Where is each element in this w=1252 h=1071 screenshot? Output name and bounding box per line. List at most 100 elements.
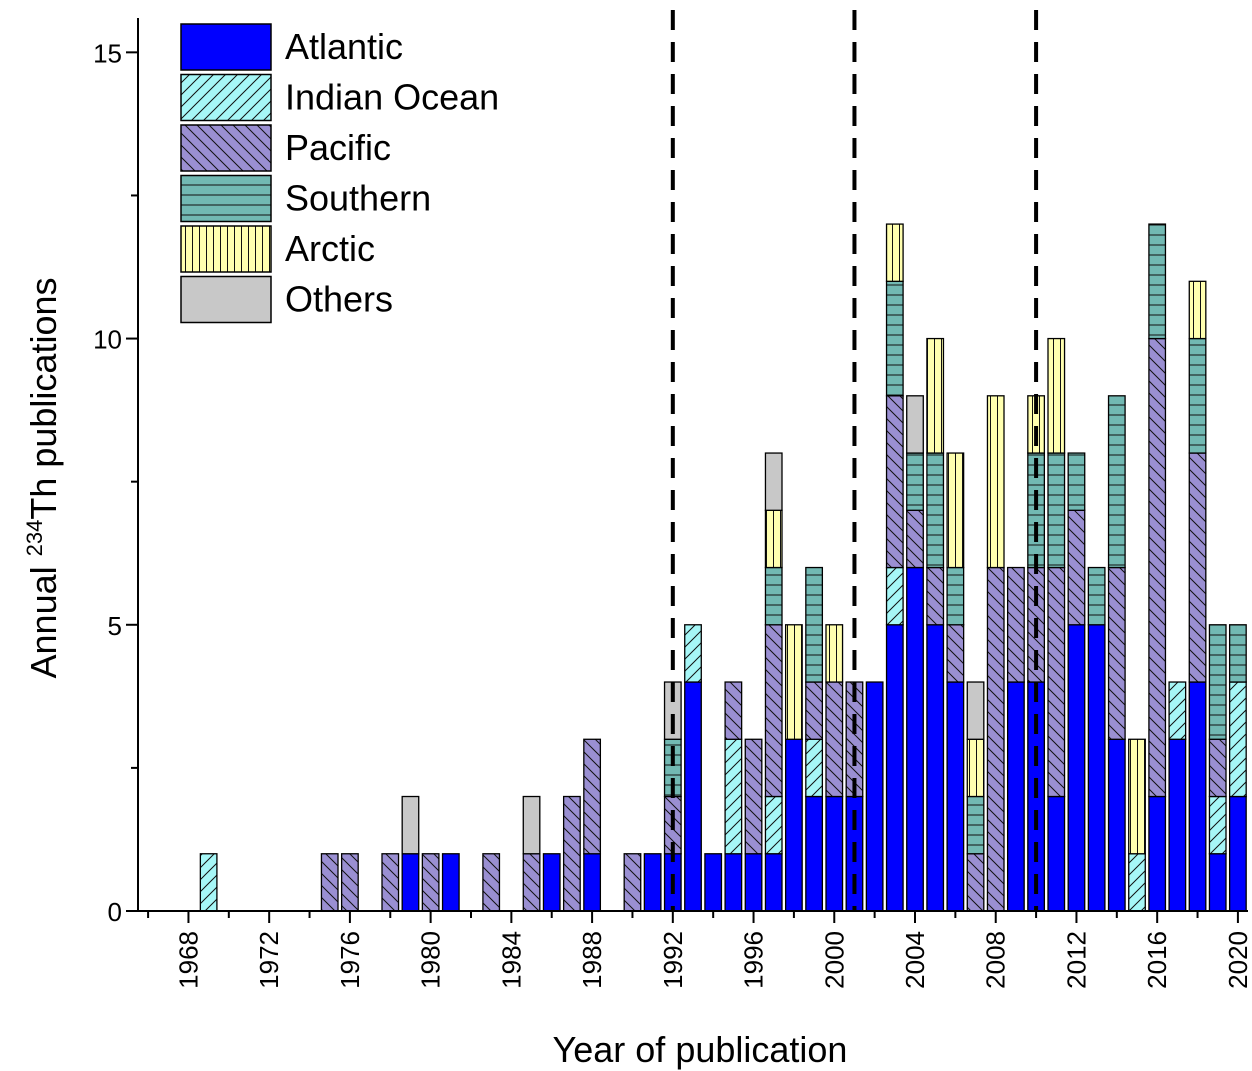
- bar-group-pacific-2007: [966, 853, 985, 912]
- legend-label-arctic: Arctic: [285, 228, 375, 269]
- bar-group-arctic-2006: [946, 452, 965, 569]
- bar-group-arctic-2000: [825, 624, 844, 683]
- bar-group-atlantic-1997: [764, 853, 783, 912]
- bar-pacific-1985-pattern: [523, 853, 540, 911]
- bar-group-southern-2013: [1087, 566, 1106, 626]
- bar-indian-ocean-1995-pattern: [725, 739, 742, 854]
- bar-atlantic-2013-base: [1088, 624, 1105, 911]
- bar-group-indian-ocean-2020: [1228, 681, 1247, 798]
- bar-group-pacific-1990: [623, 853, 642, 912]
- bar-atlantic-2016-base: [1148, 796, 1166, 911]
- bar-indian-ocean-2015-pattern: [1128, 853, 1146, 911]
- legend-item-others: Others: [180, 275, 393, 324]
- y-tick-label-0: 0: [108, 897, 122, 927]
- x-tick-label-2016: 2016: [1142, 931, 1172, 989]
- bar-pacific-2006-pattern: [947, 624, 964, 683]
- bar-group-atlantic-2000: [825, 795, 844, 912]
- bar-arctic-2008: [986, 395, 1005, 569]
- bar-southern-2006-pattern: [947, 567, 964, 625]
- bar-pacific-2018-pattern: [1189, 453, 1206, 683]
- bar-pacific-1995-pattern: [725, 682, 742, 740]
- bar-group-atlantic-2006: [946, 681, 965, 912]
- legend-item-atlantic: Atlantic: [180, 23, 403, 71]
- x-tick-label-1976: 1976: [335, 931, 365, 989]
- bar-group-atlantic-1996: [744, 853, 763, 912]
- bar-arctic-2003-pattern: [886, 224, 904, 282]
- bar-arctic-1998: [784, 624, 803, 740]
- bar-pacific-1996: [744, 738, 763, 855]
- x-axis-title: Year of publication: [553, 1029, 848, 1070]
- x-tick-label-1968: 1968: [174, 931, 204, 989]
- bar-pacific-2009: [1006, 566, 1025, 683]
- bar-group-pacific-1995: [724, 681, 743, 740]
- bar-others-2007: [966, 681, 985, 740]
- bar-pacific-1995: [724, 681, 743, 740]
- bar-others-1985: [522, 795, 541, 855]
- bar-atlantic-1997-base: [765, 853, 782, 911]
- bar-group-arctic-1998: [784, 624, 803, 740]
- bar-group-southern-1997: [764, 566, 783, 626]
- bar-pacific-2012-pattern: [1068, 510, 1085, 625]
- bar-arctic-2006: [946, 452, 965, 569]
- bar-group-others-2004: [906, 395, 924, 454]
- bar-group-indian-ocean-1995: [724, 738, 743, 855]
- bar-atlantic-2005-base: [926, 624, 944, 911]
- bar-group-southern-2018: [1188, 337, 1207, 454]
- bar-southern-2010-pattern: [1027, 453, 1045, 568]
- bar-group-pacific-1999: [805, 681, 824, 740]
- x-tick-label-2008: 2008: [981, 931, 1011, 989]
- bar-group-southern-2011: [1047, 452, 1066, 569]
- reference-lines: [670, 10, 1039, 911]
- bar-pacific-1987-pattern: [563, 796, 581, 911]
- x-tick-label-2000: 2000: [819, 931, 849, 989]
- legend-swatch-atlantic: [180, 23, 272, 71]
- bar-southern-2016: [1148, 223, 1167, 340]
- bar-group-atlantic-2009: [1006, 681, 1025, 912]
- bar-group-pacific-1997: [764, 624, 783, 798]
- legend-swatch-indian-ocean: [180, 73, 272, 122]
- y-axis-title: Annual 234Th publications: [22, 278, 64, 679]
- bar-indian-ocean-1969-pattern: [200, 853, 217, 911]
- bar-pacific-2008-pattern: [987, 567, 1004, 911]
- legend-label-atlantic: Atlantic: [285, 26, 403, 67]
- legend-swatch-arctic-pattern: [181, 226, 271, 272]
- bar-others-1979: [401, 795, 420, 855]
- bar-arctic-2007-pattern: [967, 739, 984, 797]
- bar-group-pacific-2009: [1006, 566, 1025, 683]
- bar-others-1979-base: [402, 796, 419, 854]
- bar-pacific-1983-pattern: [482, 853, 500, 911]
- bar-group-atlantic-2003: [885, 624, 904, 912]
- bar-atlantic-2011-base: [1048, 796, 1065, 911]
- bar-southern-2012-pattern: [1068, 453, 1085, 511]
- bar-group-southern-1992: [663, 738, 682, 798]
- bar-arctic-2011-pattern: [1048, 338, 1065, 454]
- bar-atlantic-2009-base: [1007, 682, 1025, 911]
- y-tick-label-5: 5: [108, 611, 122, 641]
- x-ticks: 1968 1972 1976 1980 1984 1988 1992 1996 2000 2004…: [147, 911, 1252, 989]
- bar-pacific-2009-pattern: [1007, 567, 1025, 683]
- bar-indian-ocean-1997-pattern: [765, 796, 782, 854]
- bar-atlantic-2020-base: [1229, 796, 1247, 911]
- bar-southern-2019: [1208, 624, 1227, 740]
- bar-southern-2013-pattern: [1088, 567, 1105, 625]
- bar-arctic-2010-pattern: [1027, 395, 1045, 454]
- bar-group-arctic-2008: [986, 395, 1005, 569]
- bar-group-atlantic-2012: [1067, 624, 1086, 912]
- bar-group-atlantic-2018: [1188, 681, 1207, 912]
- bar-others-2007-base: [967, 682, 984, 740]
- bar-group-atlantic-2011: [1047, 795, 1066, 912]
- bar-pacific-1988-pattern: [583, 739, 601, 854]
- bar-group-others-1985: [522, 795, 541, 855]
- bar-group-pacific-1980: [421, 853, 440, 912]
- bar-indian-ocean-2019-pattern: [1209, 796, 1226, 854]
- bar-others-2004: [906, 395, 924, 454]
- bar-group-atlantic-2002: [865, 681, 884, 912]
- bar-group-pacific-1996: [744, 738, 763, 855]
- bar-group-pacific-2006: [946, 624, 965, 683]
- bar-atlantic-2006-base: [947, 682, 964, 911]
- y-tick-label-10: 10: [93, 325, 122, 355]
- bar-atlantic-2000-base: [826, 796, 843, 911]
- bar-group-pacific-2018: [1188, 452, 1207, 683]
- bar-group-atlantic-2005: [926, 624, 945, 912]
- bar-group-atlantic-1991: [643, 853, 662, 912]
